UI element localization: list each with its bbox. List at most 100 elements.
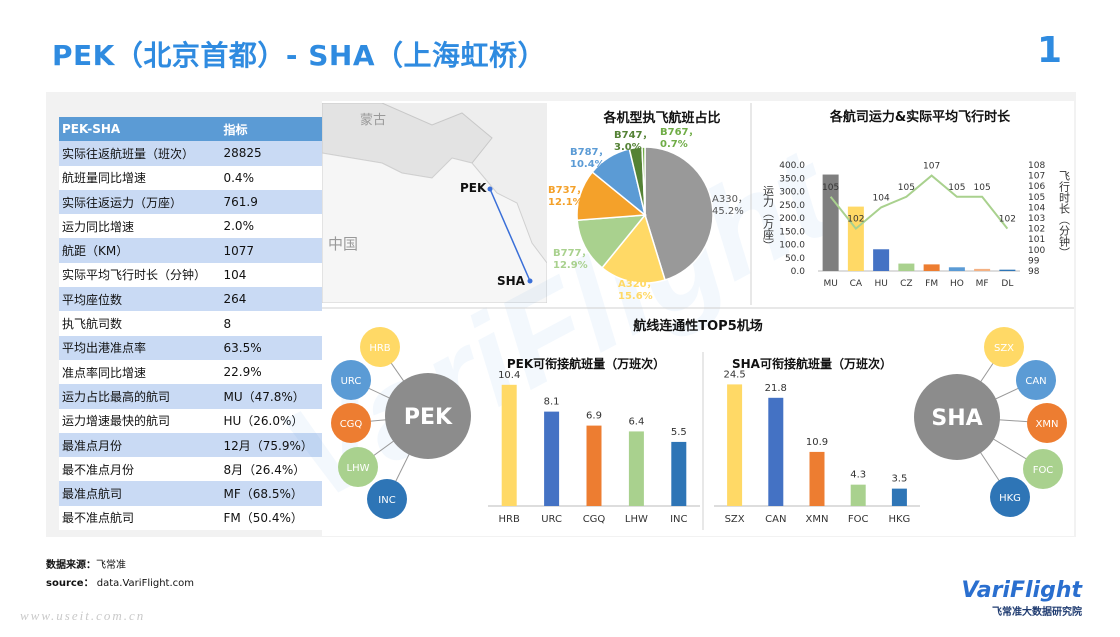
y2-tick-label: 100 [1028, 246, 1045, 256]
bar-category-label: URC [541, 514, 562, 525]
pie-label-b787: B787， 10.4% [570, 147, 609, 170]
metric-name: 平均出港准点率 [59, 335, 221, 360]
y2-tick-label: 107 [1028, 172, 1045, 182]
pie-label-line: B737， [548, 185, 587, 196]
pie-label-a330: A330， 45.2% [712, 194, 748, 217]
y-tick-label: 50.0 [785, 254, 805, 264]
capacity-bar-ho [948, 267, 965, 271]
bar-category-label: LHW [625, 514, 648, 525]
table-row: 平均出港准点率 63.5% [59, 335, 322, 360]
pie-label-line: 15.6% [618, 291, 653, 302]
source-line-1: 数据来源：飞常准 [46, 556, 126, 571]
pie-label-line: 3.0% [614, 142, 642, 153]
bar-chart-title: PEK可衔接航班量（万班次） [507, 356, 665, 371]
hub-node-hrb [360, 327, 400, 367]
y-tick-label: 250.0 [779, 201, 805, 211]
hub-node-urc [331, 360, 371, 400]
source-value-2: data.VariFlight.com [96, 578, 195, 589]
pie-label-b747: B747， 3.0% [614, 130, 653, 153]
hub-node-xmn [1027, 403, 1067, 443]
metric-value: 28825 [220, 141, 322, 166]
table-header-route: PEK-SHA [59, 117, 221, 142]
metric-name: 最不准点月份 [59, 457, 221, 482]
bar-chart-title: SHA可衔接航班量（万班次） [732, 356, 892, 371]
bar-xmn [809, 451, 825, 506]
flight-time-label: 104 [873, 193, 890, 203]
x-tick-label: MF [976, 279, 989, 289]
brand-name: VariFlight [961, 578, 1082, 603]
route-map: 蒙古 中国 PEK SHA [322, 103, 547, 303]
table-row: 实际往返运力（万座） 761.9 [59, 189, 322, 215]
table-row: 运力同比增速 2.0% [59, 214, 322, 239]
metric-value: 8 [220, 311, 322, 336]
hub-node-label: FOC [1033, 465, 1054, 476]
hub-node-label: LHW [347, 463, 370, 474]
hub-node-label: XMN [1036, 419, 1059, 430]
pie-label-line: B787， [570, 147, 609, 158]
bar-value-label: 4.3 [850, 470, 866, 481]
pie-label-line: 12.9% [553, 260, 588, 271]
bar-foc [850, 484, 866, 506]
airline-chart-title: 各航司运力&实际平均飞行时长 [829, 109, 1011, 125]
x-tick-label: CA [850, 279, 863, 289]
flight-time-label: 105 [822, 183, 839, 193]
metric-name: 实际往返航班量（班次） [59, 141, 221, 166]
x-tick-label: HO [950, 279, 964, 289]
metric-name: 最不准点航司 [59, 505, 221, 531]
map-label-pek: PEK [460, 181, 487, 195]
sha-connection-bar-chart: SHA可衔接航班量（万班次）24.5 SZX 21.8 CAN 10.9 XMN 4.3 FO… [714, 356, 920, 525]
flight-time-label: 107 [923, 162, 940, 172]
pie-slice-a320 [601, 213, 666, 284]
table-row: 平均座位数 264 [59, 287, 322, 312]
source-line-2: source： data.VariFlight.com [46, 574, 194, 589]
hub-node-label: CGQ [340, 419, 363, 430]
y-tick-label: 350.0 [779, 174, 805, 184]
metric-value: 0.4% [220, 165, 322, 190]
pie-slice-b767 [641, 146, 646, 216]
metric-value: 761.9 [220, 189, 322, 215]
table-row: 实际平均飞行时长（分钟） 104 [59, 262, 322, 288]
y2-tick-label: 106 [1028, 182, 1045, 192]
metric-name: 平均座位数 [59, 287, 221, 312]
y2-tick-label: 103 [1028, 214, 1045, 224]
metric-value: 63.5% [220, 335, 322, 360]
map-graphic [322, 103, 547, 303]
metric-value: 104 [220, 262, 322, 288]
pie-label-line: 12.1% [548, 197, 583, 208]
capacity-bar-hu [873, 249, 890, 271]
y-axis-title: 运力（万座） [762, 185, 775, 251]
y-tick-label: 150.0 [779, 227, 805, 237]
bar-category-label: HKG [888, 514, 910, 525]
hub-node-szx [984, 327, 1024, 367]
hub-node-can [1016, 360, 1056, 400]
hub-node-label: HRB [369, 343, 390, 354]
y-tick-label: 100.0 [779, 241, 805, 251]
route-metrics-table: PEK-SHA 指标 实际往返航班量（班次） 28825 航班量同比增速 0.4% 实际… [59, 117, 322, 531]
map-label-china: 中国 [328, 235, 359, 253]
bar-value-label: 24.5 [723, 369, 745, 380]
pie-label-line: A330， [712, 194, 748, 205]
sha_hub-center-node [914, 374, 1000, 460]
table-row: 最准点月份 12月（75.9%） [59, 432, 322, 458]
y-tick-label: 200.0 [779, 214, 805, 224]
table-row: 实际往返航班量（班次） 28825 [59, 141, 322, 166]
x-tick-label: CZ [900, 279, 912, 289]
pie-label-line: 45.2% [712, 206, 744, 217]
source-label-2: source： [46, 578, 94, 589]
pek_hub-center-label: PEK [404, 405, 453, 430]
metric-name: 运力同比增速 [59, 214, 221, 239]
bar-inc [671, 441, 687, 506]
metric-value: HU（26.0%） [220, 408, 322, 433]
metric-value: 264 [220, 287, 322, 312]
pie-title: 各机型执飞航班占比 [602, 110, 720, 126]
sha-hub-diagram: SHA SZX CAN XMN FOC HKG [914, 327, 1067, 517]
table-row: 准点率同比增速 22.9% [59, 359, 322, 385]
pie-label-a320: A320， 15.6% [618, 279, 657, 302]
pek_hub-center-node [385, 373, 471, 459]
pie-slice-a330 [644, 146, 714, 281]
sha-dot [527, 278, 533, 284]
pie-label-b777: B777， 12.9% [553, 248, 592, 271]
hub-node-label: SZX [994, 343, 1014, 354]
bar-value-label: 10.4 [498, 370, 520, 381]
